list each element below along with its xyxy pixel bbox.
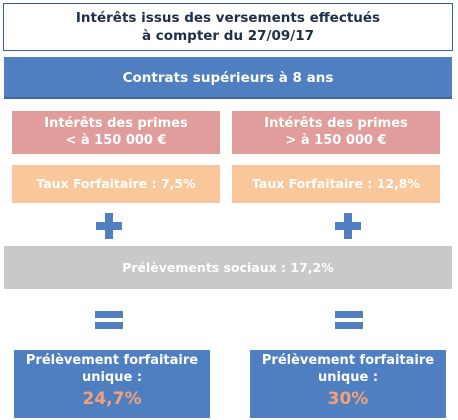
plus-icon-left xyxy=(96,213,122,239)
interest-label: Intérêts des primes xyxy=(44,116,188,131)
rate-box-12-8: Taux Forfaitaire : 12,8% xyxy=(232,165,440,203)
interest-label: Intérêts des primes xyxy=(264,116,408,131)
equals-icon-right xyxy=(335,311,363,329)
result-box-30: Prélèvement forfaitaire unique : 30% xyxy=(250,350,446,418)
interest-threshold: > à 150 000 € xyxy=(285,133,387,148)
result-value: 30% xyxy=(327,389,369,409)
plus-icon-right xyxy=(335,213,361,239)
interest-box-under-150k: Intérêts des primes < à 150 000 € xyxy=(12,111,220,154)
result-label-line-2: unique : xyxy=(81,370,143,385)
equals-icon-left xyxy=(95,311,123,329)
rate-box-7-5: Taux Forfaitaire : 7,5% xyxy=(12,165,220,203)
result-label-line-1: Prélèvement forfaitaire xyxy=(25,353,199,368)
result-value: 24,7% xyxy=(82,389,142,409)
result-label-line-1: Prélèvement forfaitaire xyxy=(261,353,435,368)
interest-box-over-150k: Intérêts des primes > à 150 000 € xyxy=(232,111,440,154)
social-levies-bar: Prélèvements sociaux : 17,2% xyxy=(4,246,452,289)
interest-threshold: < à 150 000 € xyxy=(65,133,167,148)
title-line-2: à compter du 27/09/17 xyxy=(142,28,314,44)
result-box-24-7: Prélèvement forfaitaire unique : 24,7% xyxy=(14,350,210,418)
diagram-title: Intérêts issus des versements effectués … xyxy=(3,3,453,51)
contracts-header-bar: Contrats supérieurs à 8 ans xyxy=(4,57,452,99)
result-label-line-2: unique : xyxy=(317,370,379,385)
title-line-1: Intérêts issus des versements effectués xyxy=(75,10,381,26)
